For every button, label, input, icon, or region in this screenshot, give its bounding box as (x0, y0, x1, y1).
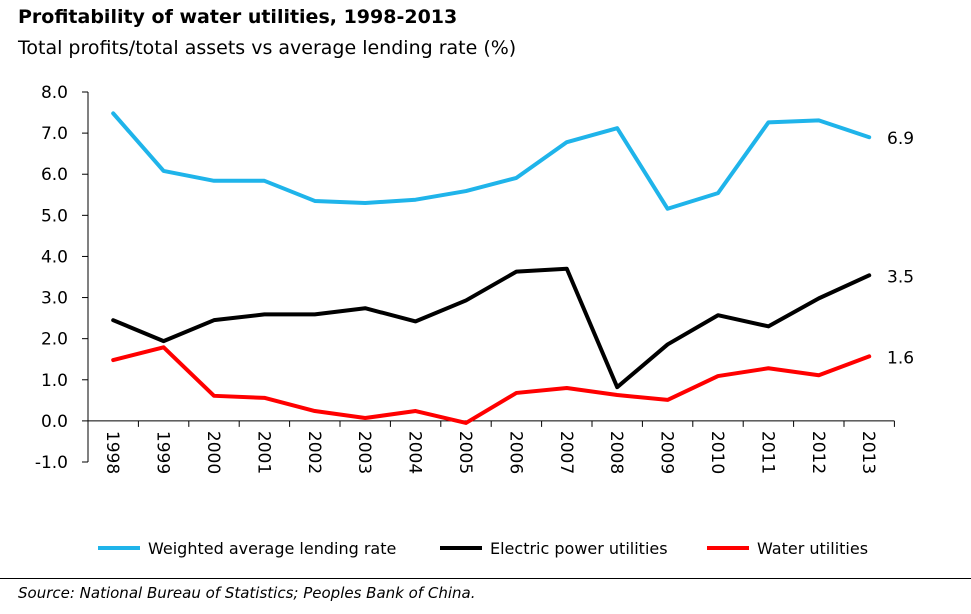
x-tick-label: 2012 (808, 431, 828, 474)
chart-subtitle: Total profits/total assets vs average le… (18, 37, 517, 59)
x-tick-label: 2009 (657, 431, 677, 474)
x-tick-label: 2002 (304, 431, 324, 474)
x-tick-label: 2003 (354, 431, 374, 474)
x-tick-label: 2013 (858, 431, 878, 474)
y-tick-label: 7.0 (41, 124, 68, 144)
chart-title: Profitability of water utilities, 1998-2… (18, 6, 458, 28)
series-line-1 (111, 266, 872, 390)
x-tick-label: 2007 (556, 431, 576, 474)
x-tick-label: 2010 (707, 431, 727, 474)
end-value-label: 1.6 (887, 348, 914, 368)
legend-label: Electric power utilities (490, 539, 668, 558)
x-tick-label: 1998 (102, 431, 122, 474)
y-tick-label: 2.0 (41, 330, 68, 350)
x-tick-label: 2011 (757, 431, 777, 474)
y-tick-label: -1.0 (35, 453, 68, 473)
legend-label: Weighted average lending rate (148, 539, 396, 558)
x-tick-label: 2005 (455, 431, 475, 474)
x-tick-label: 1999 (153, 431, 173, 474)
y-tick-label: 8.0 (41, 83, 68, 103)
y-tick-label: 1.0 (41, 371, 68, 391)
y-tick-label: 6.0 (41, 165, 68, 185)
x-tick-label: 2001 (253, 431, 273, 474)
legend-label: Water utilities (757, 539, 868, 558)
x-tick-label: 2008 (606, 431, 626, 474)
divider (0, 578, 971, 579)
y-tick-label: 0.0 (41, 412, 68, 432)
series-line-0 (111, 111, 872, 211)
series-line-2 (111, 345, 872, 425)
y-tick-label: 5.0 (41, 206, 68, 226)
end-value-label: 6.9 (887, 129, 914, 149)
source-note: Source: National Bureau of Statistics; P… (18, 584, 476, 602)
y-tick-label: 3.0 (41, 289, 68, 309)
x-tick-label: 2004 (405, 431, 425, 474)
end-value-label: 3.5 (887, 267, 914, 287)
x-tick-label: 2000 (203, 431, 223, 474)
x-tick-label: 2006 (505, 431, 525, 474)
y-tick-label: 4.0 (41, 247, 68, 267)
